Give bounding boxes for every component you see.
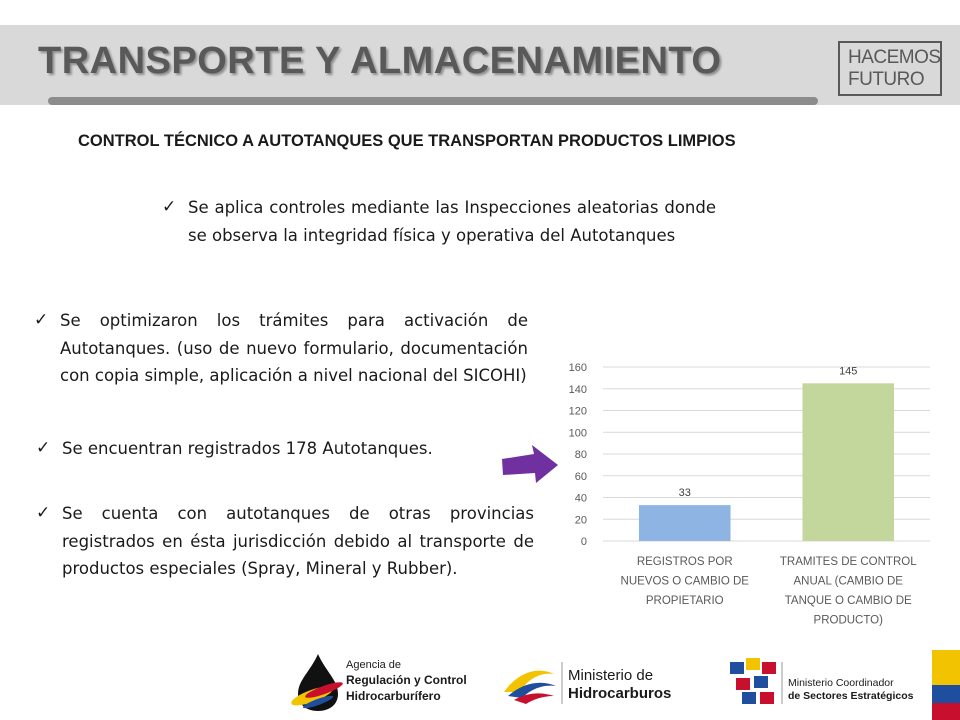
bullet-registered-count: ✓ Se encuentran registrados 178 Autotanq… (36, 435, 502, 463)
hacemos-futuro-logo: HACEMOS FUTURO (838, 41, 942, 96)
x-tick-label: PRODUCTO) (814, 615, 884, 627)
check-icon: ✓ (36, 503, 51, 523)
y-tick-label: 120 (569, 406, 587, 418)
bullet-text: Se encuentran registrados 178 Autotanque… (62, 439, 433, 458)
hidrocarburos-swoosh-icon (504, 670, 556, 704)
bullet-text: Se aplica controles mediante las Inspecc… (188, 198, 716, 245)
x-tick-label: REGISTROS POR (637, 556, 733, 568)
section-heading: CONTROL TÉCNICO A AUTOTANQUES QUE TRANSP… (78, 132, 736, 150)
header-band (0, 25, 960, 105)
y-tick-label: 40 (575, 493, 587, 505)
ecuador-flag-icon (932, 650, 960, 720)
x-tick-label: TRAMITES DE CONTROL (780, 556, 917, 568)
check-icon: ✓ (162, 197, 177, 217)
page-title: TRANSPORTE Y ALMACENAMIENTO (38, 40, 722, 82)
x-tick-label: NUEVOS O CAMBIO DE (621, 576, 750, 588)
x-tick-label: PROPIETARIO (646, 595, 724, 607)
check-icon: ✓ (36, 438, 51, 458)
y-tick-label: 20 (575, 514, 587, 526)
bullet-optimized-procedures: ✓ Se optimizaron los trámites para activ… (34, 307, 528, 390)
ministerio-hidrocarburos-logo: Ministerio de Hidrocarburos (504, 662, 671, 704)
min-line-2: Hidrocarburos (568, 685, 671, 702)
logo-line-1: HACEMOS (848, 47, 941, 68)
min-line-1: Ministerio de (568, 667, 653, 684)
arch-line-1: Agencia de (346, 659, 401, 671)
check-icon: ✓ (34, 310, 49, 330)
data-label: 145 (839, 365, 857, 377)
y-tick-label: 80 (575, 449, 587, 461)
coordinador-squares-icon (730, 658, 776, 704)
y-tick-label: 60 (575, 471, 587, 483)
y-tick-label: 160 (569, 362, 587, 374)
bullet-text: Se optimizaron los trámites para activac… (60, 311, 528, 385)
arch-line-2: Regulación y Control (346, 673, 467, 687)
bullet-inspections: ✓ Se aplica controles mediante las Inspe… (162, 194, 716, 249)
bar-chart: 0 20 40 60 80 100 120 140 160 33 REGISTROS POR NUEV… (569, 362, 930, 627)
right-arrow-icon (502, 445, 558, 483)
y-tick-label: 0 (581, 536, 587, 548)
arch-line-3: Hidrocarburífero (346, 689, 441, 703)
x-tick-label: TANQUE O CAMBIO DE (785, 595, 912, 607)
logo-line-2: FUTURO (848, 69, 925, 90)
x-tick-label: ANUAL (CAMBIO DE (794, 576, 904, 588)
coord-line-2: de Sectores Estratégicos (788, 690, 914, 702)
y-tick-label: 100 (569, 427, 587, 439)
ministerio-coordinador-logo: Ministerio Coordinador de Sectores Estra… (730, 658, 914, 704)
header-underline (48, 97, 818, 105)
data-label: 33 (679, 487, 691, 499)
arch-drop-icon (291, 654, 343, 711)
bar (638, 505, 731, 541)
arch-agency-logo: Agencia de Regulación y Control Hidrocar… (291, 654, 467, 711)
coord-line-1: Ministerio Coordinador (788, 677, 894, 689)
y-tick-label: 140 (569, 384, 587, 396)
bullet-text: Se cuenta con autotanques de otras provi… (62, 504, 534, 578)
bullet-other-provinces: ✓ Se cuenta con autotanques de otras pro… (36, 500, 534, 583)
bar (802, 383, 895, 541)
